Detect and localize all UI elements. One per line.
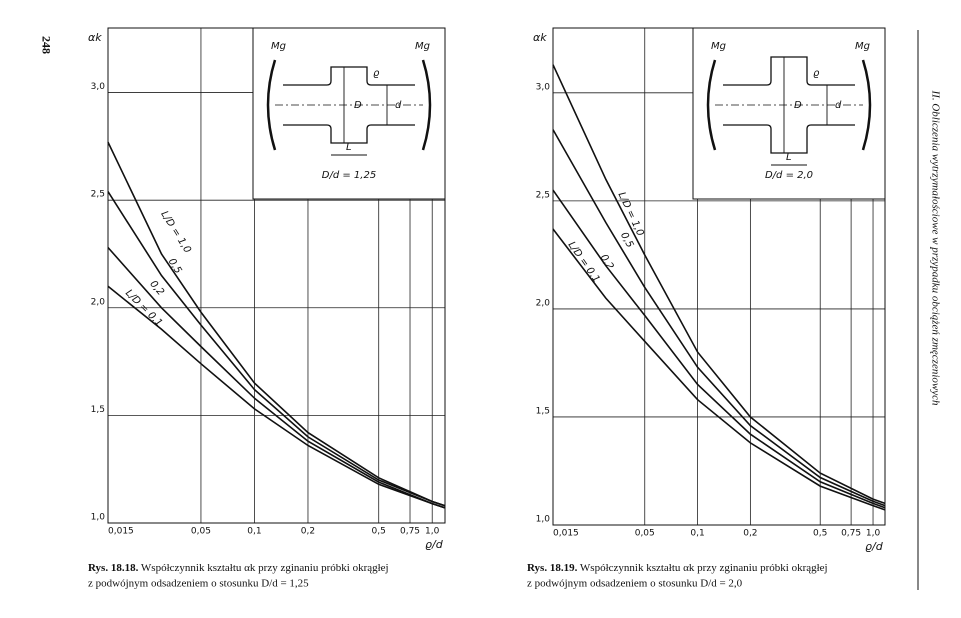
diagram-label: Mg	[415, 41, 430, 52]
dim-lines	[331, 67, 388, 156]
curve	[552, 189, 886, 509]
x-tick-label: 0,2	[743, 529, 757, 539]
x-tick-label: 0,5	[813, 529, 827, 539]
y-tick-label: 1,5	[536, 406, 550, 416]
x-tick-label: 1,0	[866, 529, 881, 539]
diagram-label: D	[354, 100, 362, 111]
diagram-label: ϱ	[813, 68, 820, 79]
diagram-label: d	[395, 100, 402, 111]
figure-label: Rys. 18.18.	[88, 562, 139, 574]
moment-arrow	[706, 59, 872, 151]
caption-text: Współczynnik kształtu αk przy zginaniu p…	[580, 562, 828, 574]
caption-line: Rys. 18.19. Współczynnik kształtu αk prz…	[527, 562, 828, 574]
x-tick-label: 0,05	[635, 529, 655, 539]
x-tick-label: 0,75	[841, 529, 861, 539]
x-tick-label: 0,1	[247, 527, 261, 537]
x-tick-label: 0,015	[108, 527, 134, 537]
x-axis-label: ϱ/d	[865, 540, 884, 553]
diagram-label: L	[786, 152, 792, 163]
x-tick-label: 0,5	[372, 527, 386, 537]
diagram-label: Mg	[855, 41, 870, 52]
caption-line: z podwójnym odsadzeniem o stosunku D/d =…	[527, 578, 743, 590]
y-tick-label: 1,5	[91, 405, 105, 415]
diagram-ratio: D/d = 1,25	[322, 170, 376, 181]
diagram-label: L	[346, 142, 352, 153]
x-tick-label: 1,0	[425, 527, 440, 537]
x-tick-label: 0,05	[191, 527, 211, 537]
diagram-ratio: D/d = 2,0	[765, 170, 813, 181]
y-tick-label: 3,0	[536, 82, 551, 92]
y-tick-label: 1,0	[91, 513, 106, 523]
x-tick-label: 0,2	[301, 527, 315, 537]
y-tick-label: 2,5	[91, 190, 105, 200]
caption-text: Współczynnik kształtu αk przy zginaniu p…	[141, 562, 389, 574]
curve	[552, 129, 886, 507]
caption-line: Rys. 18.18. Współczynnik kształtu αk prz…	[88, 562, 389, 574]
curve	[107, 191, 446, 507]
dim-lines	[771, 57, 828, 166]
moment-arrow	[266, 59, 432, 151]
caption-line: z podwójnym odsadzeniem o stosunku D/d =…	[88, 578, 309, 590]
x-tick-label: 0,1	[690, 529, 704, 539]
shaft-drawing	[266, 59, 432, 156]
y-tick-label: 1,0	[536, 515, 551, 525]
figure-label: Rys. 18.19.	[527, 562, 578, 574]
y-tick-label: 2,0	[91, 297, 106, 307]
diagram-label: Mg	[711, 41, 726, 52]
x-axis-label: ϱ/d	[425, 538, 444, 551]
shaft	[723, 56, 855, 154]
y-tick-label: 3,0	[91, 82, 106, 92]
inset-box	[252, 27, 446, 200]
curve	[552, 228, 886, 511]
diagram-label: d	[835, 100, 842, 111]
curve	[552, 64, 886, 505]
y-axis-label: αk	[88, 31, 102, 44]
curve	[107, 285, 446, 509]
page-number: 248	[39, 36, 53, 54]
x-tick-label: 0,015	[553, 529, 579, 539]
shaft	[283, 66, 415, 144]
running-head: II. Obliczenia wytrzymałościowe w przypa…	[929, 90, 941, 406]
diagram-label: D	[794, 100, 802, 111]
diagram-label: Mg	[271, 41, 286, 52]
y-axis-label: αk	[533, 31, 547, 44]
y-tick-label: 2,5	[536, 190, 550, 200]
shaft-drawing	[706, 56, 872, 166]
x-tick-label: 0,75	[400, 527, 420, 537]
y-tick-label: 2,0	[536, 298, 551, 308]
diagram-label: ϱ	[373, 68, 380, 79]
